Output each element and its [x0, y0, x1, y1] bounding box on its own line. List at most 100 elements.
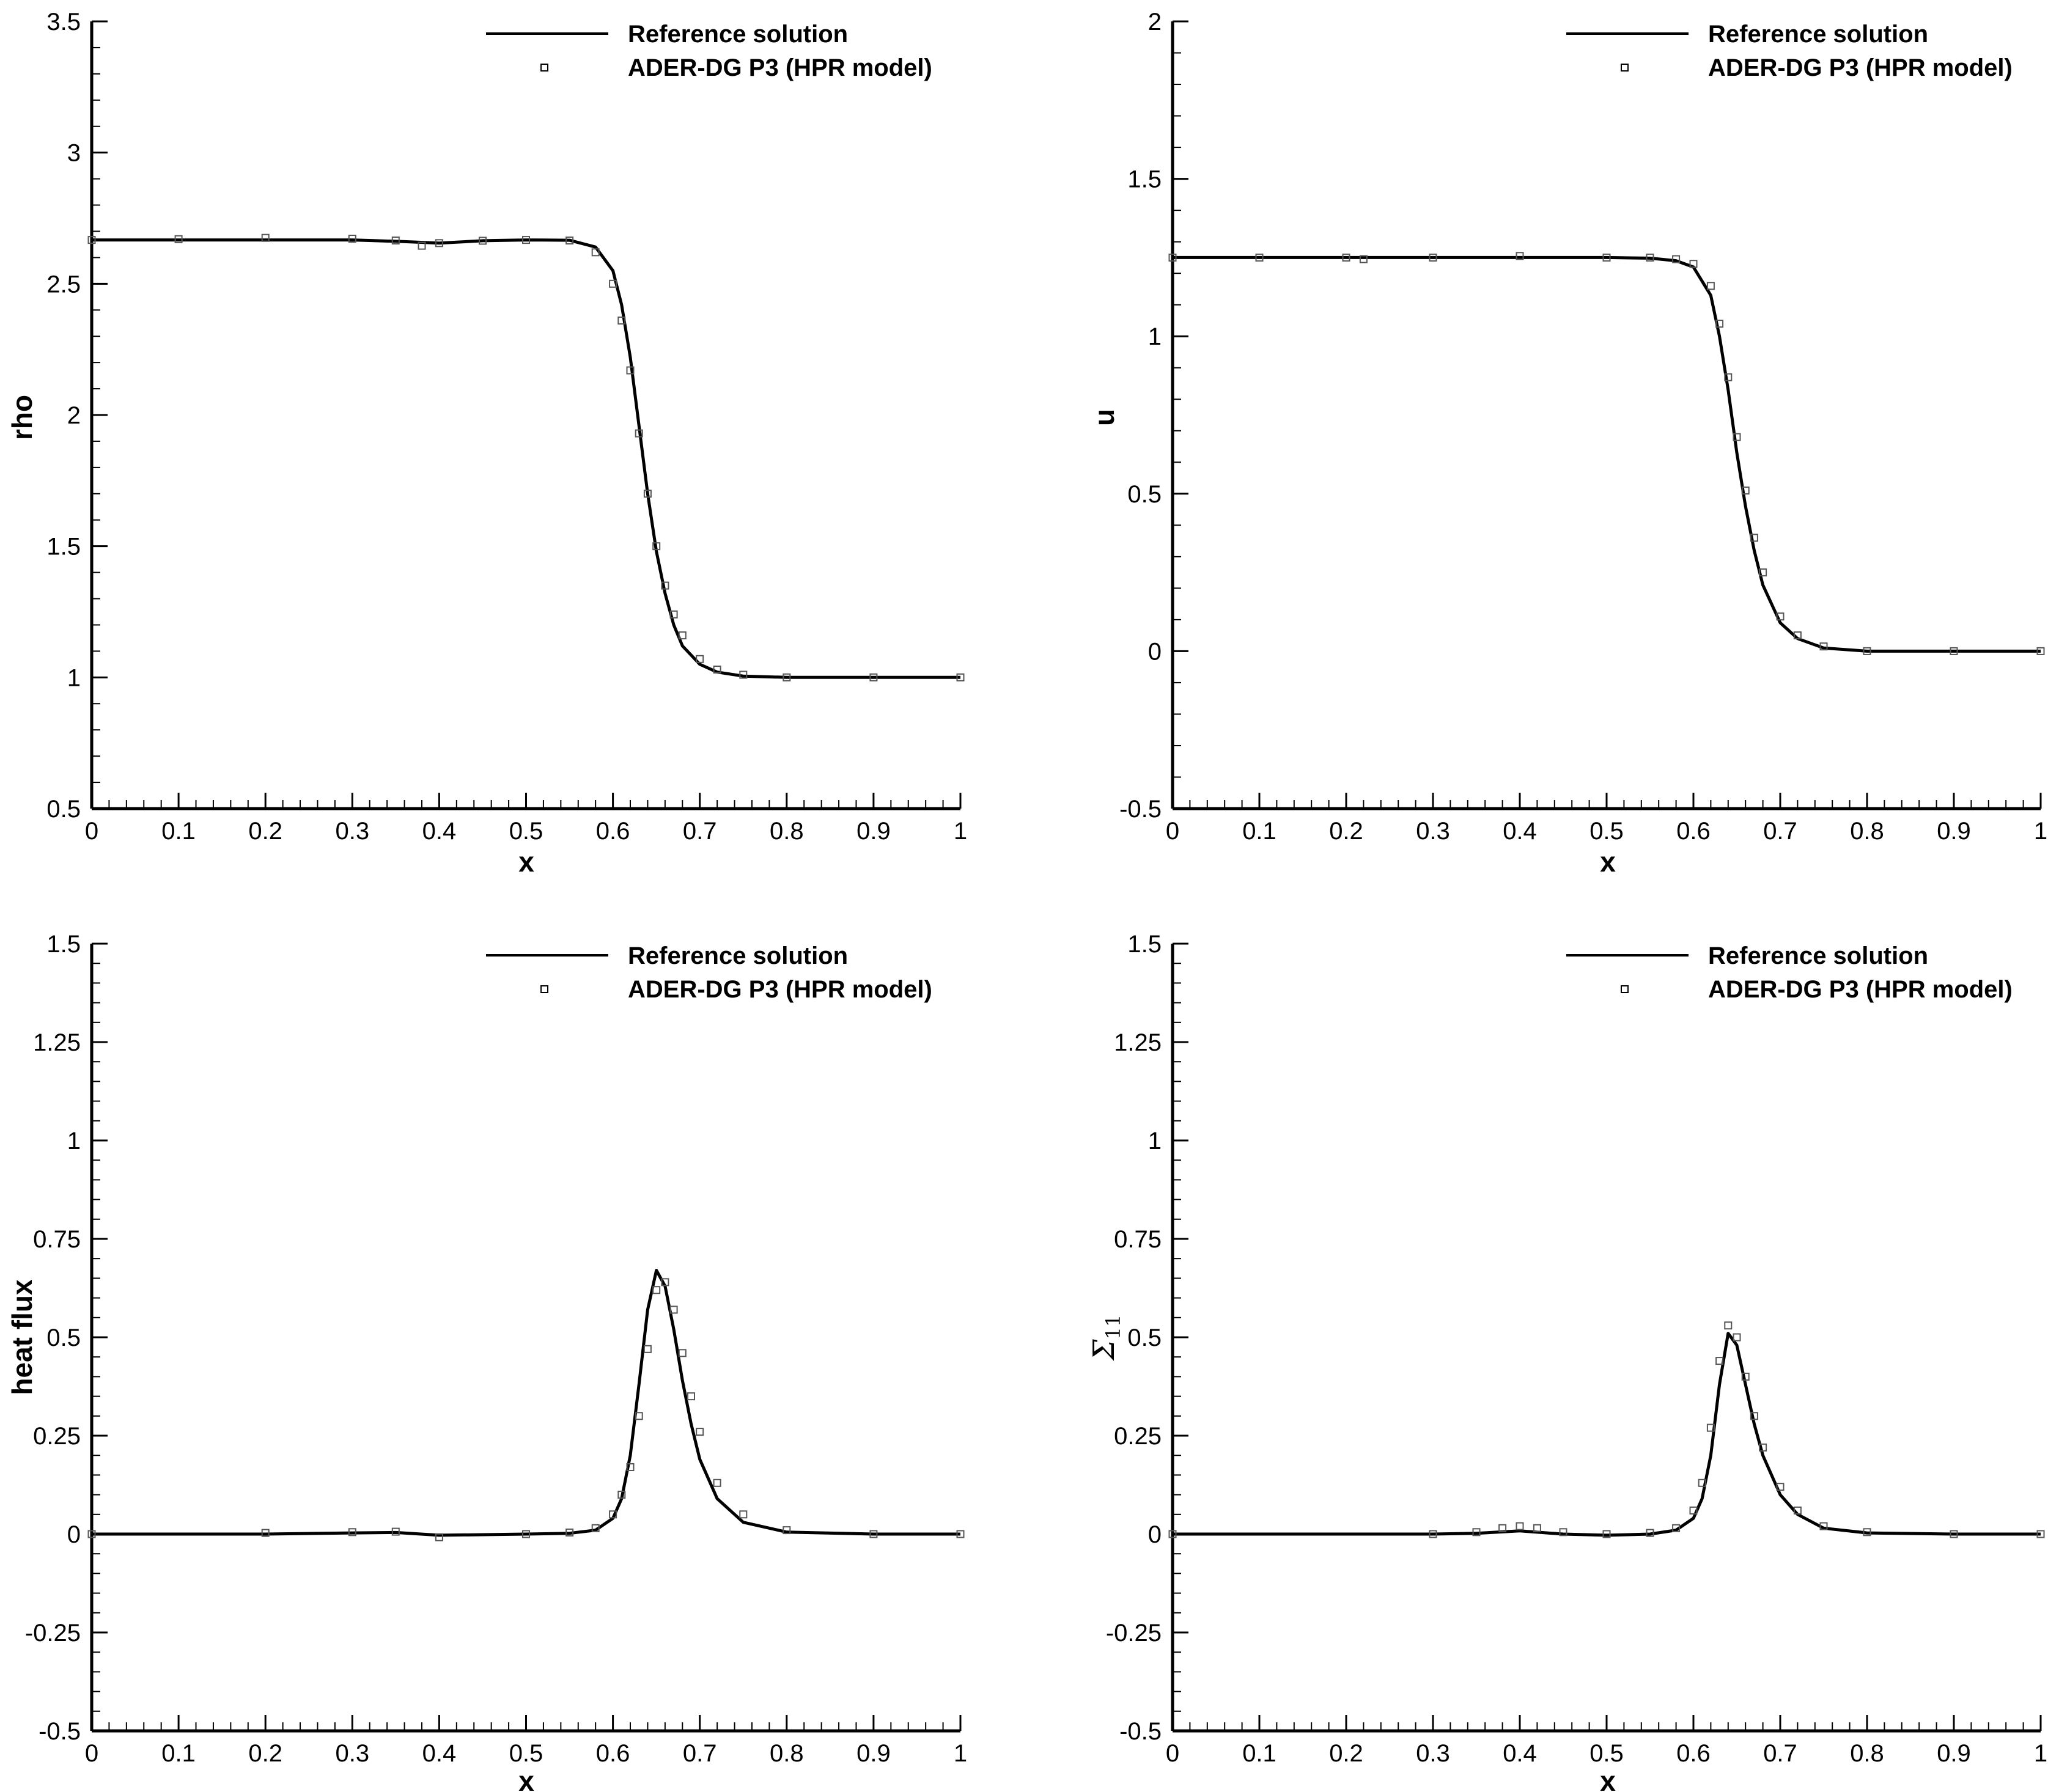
ader-dg-marker: [669, 1305, 678, 1314]
ader-dg-marker: [418, 241, 426, 250]
y-tick-label: 1.5: [1127, 931, 1162, 958]
ader-dg-marker: [635, 1412, 643, 1420]
y-tick-label: 3: [67, 140, 81, 167]
x-tick-label: 0.8: [1850, 1740, 1884, 1767]
ader-dg-marker: [261, 1529, 270, 1537]
ader-dg-marker: [678, 631, 687, 640]
legend-marker-swatch: [1621, 64, 1629, 72]
ader-dg-marker: [869, 673, 878, 681]
y-tick-label: 1: [67, 1128, 81, 1155]
ader-dg-marker: [1429, 1530, 1437, 1538]
panel-rho: rho x Reference solution ADER-DG P3 (HPR…: [6, 9, 967, 878]
y-axis-title: u: [1088, 409, 1120, 426]
x-tick-label: 1: [954, 1740, 967, 1767]
ader-dg-marker: [1733, 433, 1741, 441]
ader-dg-marker: [739, 670, 748, 679]
y-tick-label: 0.5: [46, 1324, 81, 1351]
y-tick-label: 0: [1148, 1521, 1162, 1548]
x-tick-label: 0.2: [1329, 1740, 1363, 1767]
ader-dg-marker: [609, 1510, 617, 1519]
ader-dg-marker: [1516, 1522, 1524, 1530]
ader-dg-marker: [2036, 1530, 2045, 1538]
x-tick-label: 0.3: [335, 818, 369, 845]
ader-dg-marker: [1741, 1372, 1750, 1381]
ader-dg-marker: [635, 429, 643, 438]
ader-dg-marker: [1646, 253, 1654, 262]
ader-dg-marker: [87, 1530, 96, 1538]
legend-marker-swatch: [1621, 985, 1629, 993]
ader-dg-marker: [678, 1349, 687, 1357]
ader-dg-marker: [2036, 647, 2045, 655]
y-tick-label: 2: [1148, 9, 1162, 35]
x-tick-label: 0.5: [509, 818, 543, 845]
ader-dg-marker: [783, 673, 791, 681]
x-tick-label: 0.5: [509, 1740, 543, 1767]
ader-dg-marker: [1715, 320, 1724, 328]
legend-marker-swatch: [540, 64, 548, 72]
ader-dg-marker: [617, 1491, 626, 1499]
legend-marker-swatch: [540, 985, 548, 993]
x-tick-label: 0.4: [1503, 818, 1537, 845]
x-tick-label: 0.8: [770, 818, 804, 845]
x-tick-label: 0.2: [248, 818, 282, 845]
ader-dg-marker: [1819, 642, 1828, 651]
ader-dg-marker: [1342, 253, 1350, 262]
ader-dg-marker: [713, 666, 721, 674]
y-axis-title: Σ11: [1087, 1315, 1125, 1362]
y-tick-label: 3.5: [46, 9, 81, 35]
legend-label-reference: Reference solution: [628, 21, 848, 48]
ader-dg-marker: [391, 237, 400, 244]
y-tick-label: 0.5: [46, 796, 81, 823]
x-tick-label: 0.9: [856, 818, 891, 845]
ader-dg-marker: [565, 237, 574, 244]
x-tick-label: 0.1: [161, 1740, 196, 1767]
ader-dg-marker: [1689, 260, 1698, 268]
x-tick-label: 0.6: [1676, 1740, 1711, 1767]
ader-dg-marker: [435, 239, 443, 248]
ader-dg-marker: [1472, 1528, 1481, 1537]
ader-dg-marker: [1672, 255, 1681, 263]
y-tick-label: -0.25: [1106, 1620, 1162, 1647]
ader-dg-marker: [1759, 1443, 1767, 1452]
x-tick-label: 0.7: [683, 818, 717, 845]
ader-dg-marker: [1359, 255, 1368, 263]
ader-dg-marker: [643, 490, 652, 498]
x-tick-label: 0.9: [856, 1740, 891, 1767]
ader-dg-marker: [1863, 1528, 1871, 1537]
x-tick-label: 0.9: [1937, 1740, 1971, 1767]
ader-dg-marker: [783, 1526, 791, 1535]
x-tick-label: 1: [2034, 1740, 2047, 1767]
y-tick-label: 1.5: [1127, 166, 1162, 193]
ader-dg-marker: [1646, 1529, 1654, 1537]
x-tick-label: 0.1: [1242, 1740, 1276, 1767]
y-axis-title: rho: [6, 395, 38, 440]
y-tick-label: 0.75: [1114, 1226, 1162, 1253]
ader-dg-marker: [348, 1528, 356, 1537]
ader-dg-marker: [687, 1392, 695, 1401]
ader-dg-marker: [1559, 1528, 1567, 1537]
x-tick-label: 0: [85, 818, 98, 845]
x-tick-label: 1: [2034, 818, 2047, 845]
y-tick-label: -0.5: [1119, 796, 1162, 823]
ader-dg-marker: [1750, 534, 1758, 542]
ader-dg-marker: [713, 1478, 721, 1487]
ader-dg-marker: [661, 581, 669, 590]
y-tick-label: -0.5: [1119, 1718, 1162, 1745]
legend-label-ader-dg: ADER-DG P3 (HPR model): [628, 976, 932, 1003]
x-tick-label: 0.6: [596, 818, 630, 845]
ader-dg-marker: [1255, 253, 1264, 262]
ader-dg-marker: [869, 1530, 878, 1538]
ader-dg-marker: [1741, 487, 1750, 495]
ader-dg-marker: [1819, 1522, 1828, 1530]
ader-dg-marker: [1750, 1412, 1758, 1420]
ader-dg-marker: [652, 1286, 661, 1294]
x-tick-label: 0.2: [1329, 818, 1363, 845]
ader-dg-marker: [669, 610, 678, 619]
ader-dg-marker: [956, 1530, 965, 1538]
y-tick-label: -0.5: [39, 1718, 81, 1745]
x-tick-label: 0.8: [1850, 818, 1884, 845]
ader-dg-marker: [1733, 1333, 1741, 1342]
ader-dg-marker: [435, 1533, 443, 1541]
y-tick-label: 0.5: [1127, 481, 1162, 508]
